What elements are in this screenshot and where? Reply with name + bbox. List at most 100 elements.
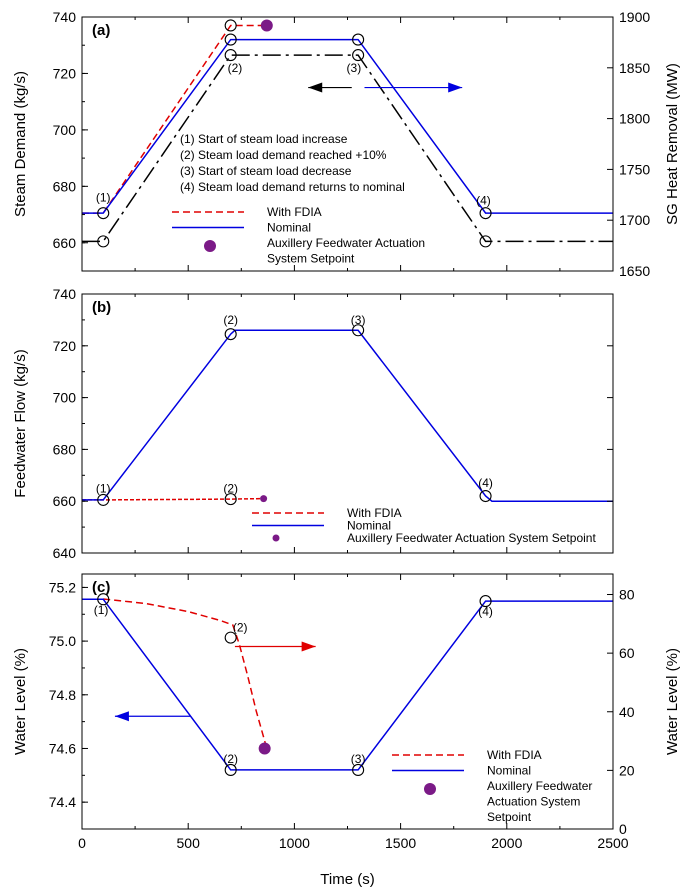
panel-a-y-tick-label: 660 [53,235,77,251]
panel-a-series-reference-2 [82,54,613,243]
panel-c-state-marker-2 [224,763,237,776]
x-tick-label: 0 [78,835,86,851]
panel-c-legend-entry: Setpoint [487,810,532,824]
panel-a-y2-tick-label: 1800 [619,111,650,127]
panel-c-y2-tick-label: 20 [619,762,635,778]
panel-b-state-marker-1 [224,328,237,341]
panel-c-y-tick-label: 74.8 [49,687,76,703]
panel-a-note: (4) Steam load demand returns to nominal [180,180,405,194]
panel-a-state-marker-4 [224,49,237,62]
panel-b-legend-entry: With FDIA [347,506,402,520]
panel-c-point-label: (3) [351,752,366,766]
panel-a-y2-tick-label: 1750 [619,161,650,177]
panel-a-legend-entry: Nominal [267,221,311,235]
panel-c-state-marker-3 [352,763,365,776]
panel-c-axis-arrow-0-head [301,641,316,652]
panel-b-y-tick-label: 720 [53,338,77,354]
panel-a-point-label: (1) [96,191,111,205]
panel-a-series [82,19,613,248]
panel-a-legend-entry: System Setpoint [267,252,355,266]
panel-a-y-tick-label: 740 [53,9,77,25]
series-layer [82,19,613,776]
panel-c-point-label: (2) [233,621,248,635]
panel-c-state-marker-4 [479,595,492,608]
panel-a-frame [81,16,614,272]
panel-a-y-tick-label: 700 [53,122,77,138]
panel-b-point-label: (2) [223,481,238,495]
panel-b-series-nominal [82,329,613,502]
panel-c-legend-swatch-setpoint [424,783,436,795]
panel-a-setpoint-dot [260,19,273,32]
panel-c-y-tick-label: 74.4 [49,794,76,810]
panel-a-note: (3) Start of steam load decrease [180,164,352,178]
panel-b-legend-swatch-setpoint [272,534,280,542]
panel-b-series [82,324,613,506]
panel-b-y-tick-label: 740 [53,286,77,302]
panel-a-point-label: (2) [228,61,243,75]
x-axis-label: Time (s) [320,871,374,888]
panel-b-y-tick-label: 660 [53,493,77,509]
panel-a-y-axis-label: Steam Demand (kg/s) [12,71,29,217]
panel-a-letter: (a) [92,22,110,39]
panel-a-state-marker-5 [352,33,365,46]
panel-a-y2-tick-label: 1850 [619,60,650,76]
panel-a-state-marker-7 [479,207,492,220]
panel-a-legend-entry: With FDIA [267,205,322,219]
panel-c-y-tick-label: 75.0 [49,633,76,649]
panel-a-y-tick-label: 720 [53,65,77,81]
panel-a-point-label: (4) [476,193,491,207]
panel-b-y-tick-label: 680 [53,441,77,457]
panel-c-y2-axis-label: Water Level (%) [664,648,681,755]
panel-a-state-marker-0 [97,207,110,220]
panel-c-point-label: (1) [94,603,109,617]
panel-c-letter: (c) [92,579,110,596]
axes-layer [81,16,614,830]
panel-a-state-marker-2 [224,19,237,32]
panel-b-point-label: (4) [478,476,493,490]
x-tick-label: 2500 [597,835,628,851]
panel-a-y2-tick-label: 1700 [619,212,650,228]
panel-c-y-axis-label: Water Level (%) [12,648,29,755]
panel-b-y-tick-label: 640 [53,545,77,561]
panel-b-setpoint-dot [260,495,268,503]
panel-c-y2-tick-label: 60 [619,645,635,661]
x-tick-label: 2000 [491,835,522,851]
panel-a-series-nominal [82,38,613,214]
panel-b-state-marker-4 [479,489,492,503]
panel-c-y-tick-label: 74.6 [49,740,76,756]
panel-b-state-marker-2 [224,493,237,506]
panel-a-state-marker-1 [97,235,110,248]
panel-a-y2-tick-label: 1650 [619,263,650,279]
panel-a-state-marker-8 [479,235,492,248]
panel-c-legend-entry: Actuation System [487,795,580,809]
panel-c-state-marker-0 [97,593,110,606]
x-tick-label: 1500 [385,835,416,851]
panel-a-state-marker-6 [352,49,365,62]
panel-b-y-tick-label: 700 [53,390,77,406]
panel-c-legend-entry: With FDIA [487,748,542,762]
panel-b-letter: (b) [92,299,111,316]
panel-c-legend-entry: Auxillery Feedwater [487,779,592,793]
panel-b-series-with-fdia [82,497,263,501]
panel-b-state-marker-0 [97,493,110,506]
panel-c-series-nominal [82,598,613,771]
panel-c-y-tick-label: 75.2 [49,579,76,595]
panel-c-series [82,593,613,776]
panel-a-note: (1) Start of steam load increase [180,132,348,146]
panel-a-y2-tick-label: 1900 [619,9,650,25]
panel-a-legend-swatch-setpoint [204,240,216,252]
panel-c-y2-tick-label: 40 [619,704,635,720]
panel-a-note: (2) Steam load demand reached +10% [180,148,387,162]
panel-c-point-label: (2) [223,752,238,766]
panel-b-y-axis-label: Feedwater Flow (kg/s) [12,349,29,497]
panel-c-axis-arrow-1-head [114,711,129,722]
panel-c-state-marker-1 [224,631,237,644]
panel-a-state-marker-3 [224,33,237,46]
panel-b-point-label: (2) [223,313,238,327]
panel-a-y-tick-label: 680 [53,178,77,194]
panel-a-axis-arrow-0-head [308,82,323,93]
panel-c-setpoint-dot [258,742,271,755]
x-tick-label: 500 [177,835,201,851]
panel-a-axis-arrow-1-head [448,82,463,93]
